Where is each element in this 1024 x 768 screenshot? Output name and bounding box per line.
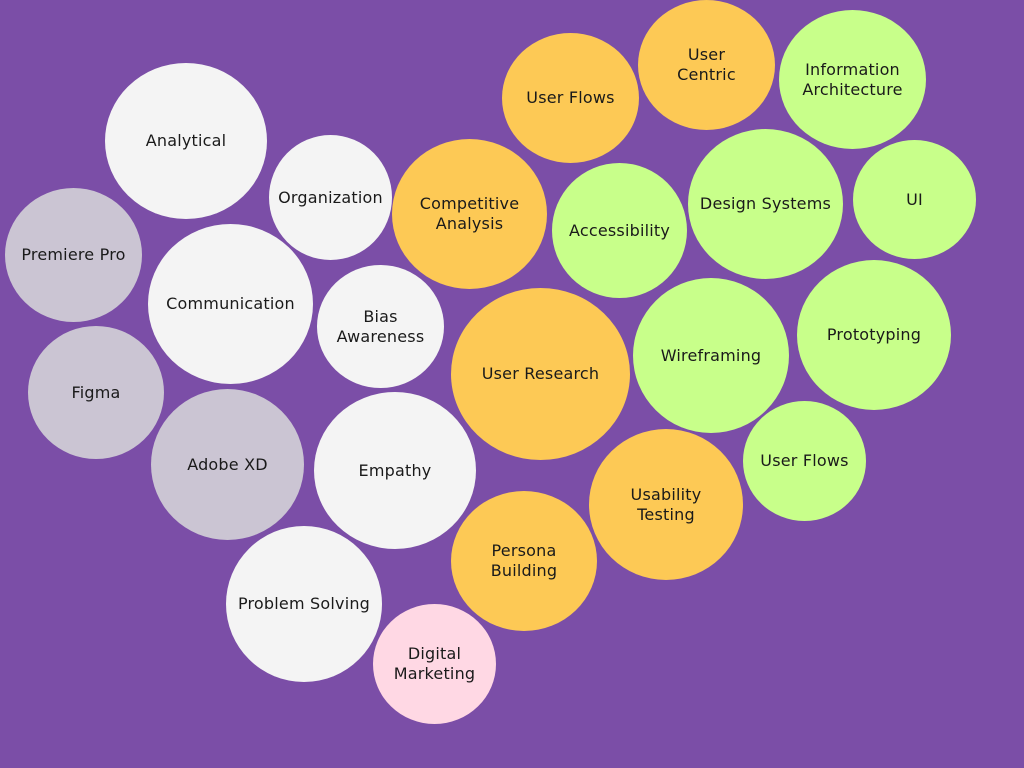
bubble-communication: Communication [148,224,313,384]
bubble-figma: Figma [28,326,164,459]
bubble-organization: Organization [269,135,392,260]
bubble-design-systems: Design Systems [688,129,843,279]
bubble-user-research: User Research [451,288,630,460]
bubble-accessibility: Accessibility [552,163,687,298]
bubble-premiere-pro: Premiere Pro [5,188,142,322]
bubble-usability-testing: Usability Testing [589,429,743,580]
bubble-ui: UI [853,140,976,259]
bubble-prototyping: Prototyping [797,260,951,410]
bubble-information-architecture: Information Architecture [779,10,926,149]
bubble-digital-marketing: Digital Marketing [373,604,496,724]
bubble-bias-awareness: Bias Awareness [317,265,444,388]
bubble-user-centric: User Centric [638,0,775,130]
bubble-user-flows-design: User Flows [743,401,866,521]
bubble-wireframing: Wireframing [633,278,789,433]
bubble-user-flows-research: User Flows [502,33,639,163]
bubble-empathy: Empathy [314,392,476,549]
bubble-competitive-analysis: Competitive Analysis [392,139,547,289]
bubble-problem-solving: Problem Solving [226,526,382,682]
bubble-adobe-xd: Adobe XD [151,389,304,540]
bubble-analytical: Analytical [105,63,267,219]
bubble-persona-building: Persona Building [451,491,597,631]
